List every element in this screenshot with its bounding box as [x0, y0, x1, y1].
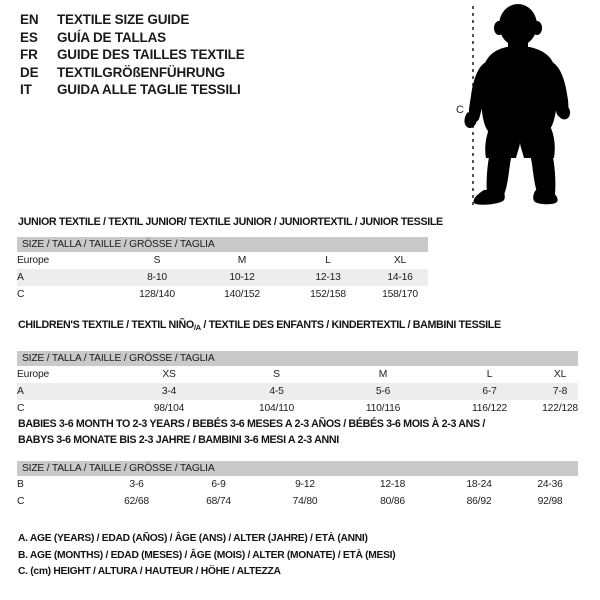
children-column-header-row: Europe XS S M L XL: [17, 366, 579, 383]
babies-row-b-value-4: 18-24: [436, 476, 522, 493]
legend-line-b: B. AGE (MONTHS) / EDAD (MESES) / ÂGE (MO…: [18, 549, 396, 561]
junior-row-a-value-1: 10-12: [200, 269, 284, 286]
children-heading-sub: /A: [193, 322, 201, 332]
children-row-a-value-2: 5-6: [329, 383, 437, 400]
height-measure-label: C: [456, 104, 464, 116]
language-code-de: DE: [20, 64, 39, 80]
babies-row-b-value-1: 6-9: [176, 476, 261, 493]
children-row-c-value-2: 110/116: [329, 400, 437, 417]
children-row-a-value-0: 3-4: [114, 383, 224, 400]
language-row-es: ES GUÍA DE TALLAS: [20, 30, 420, 48]
junior-row-a-value-0: 8-10: [114, 269, 200, 286]
children-band-row: SIZE / TALLA / TAILLE / GRÖSSE / TAGLIA: [17, 351, 579, 366]
language-code-en: EN: [20, 12, 39, 27]
language-title-block: EN TEXTILE SIZE GUIDE ES GUÍA DE TALLAS …: [20, 12, 420, 100]
junior-col-xl: XL: [372, 252, 428, 269]
children-col-s: S: [224, 366, 329, 383]
babies-row-c-value-2: 74/80: [261, 493, 349, 510]
children-row-c-value-3: 116/122: [437, 400, 542, 417]
babies-row-c: C 62/68 68/74 74/80 80/86 86/92 92/98: [17, 493, 579, 510]
children-region-label: Europe: [17, 366, 114, 383]
babies-section-heading-line2: BABYS 3-6 MONATE BIS 2-3 JAHRE / BAMBINI…: [18, 434, 339, 446]
children-col-l: L: [437, 366, 542, 383]
junior-size-table: SIZE / TALLA / TAILLE / GRÖSSE / TAGLIA …: [17, 237, 428, 303]
junior-col-s: S: [114, 252, 200, 269]
language-row-de: DE TEXTILGRÖßENFÜHRUNG: [20, 65, 420, 83]
junior-band-row: SIZE / TALLA / TAILLE / GRÖSSE / TAGLIA: [17, 237, 428, 252]
legend-block: A. AGE (YEARS) / EDAD (AÑOS) / ÂGE (ANS)…: [18, 531, 518, 581]
children-row-a-value-4: 7-8: [542, 383, 579, 400]
junior-row-a: A 8-10 10-12 12-13 14-16: [17, 269, 428, 286]
babies-row-c-value-3: 80/86: [349, 493, 436, 510]
babies-row-b-value-5: 24-36: [522, 476, 579, 493]
junior-row-c-value-1: 140/152: [200, 286, 284, 303]
junior-section-heading: JUNIOR TEXTILE / TEXTIL JUNIOR/ TEXTILE …: [18, 216, 443, 228]
children-row-c-label: C: [17, 400, 114, 417]
babies-row-c-label: C: [17, 493, 97, 510]
language-title-de: TEXTILGRÖßENFÜHRUNG: [57, 64, 225, 80]
babies-row-c-value-4: 86/92: [436, 493, 522, 510]
junior-row-c: C 128/140 140/152 152/158 158/170: [17, 286, 428, 303]
legend-line-c: C. (cm) HEIGHT / ALTURA / HAUTEUR / HÖHE…: [18, 566, 281, 577]
babies-size-table: SIZE / TALLA / TAILLE / GRÖSSE / TAGLIA …: [17, 461, 579, 510]
junior-row-c-value-3: 158/170: [372, 286, 428, 303]
legend-line-a: A. AGE (YEARS) / EDAD (AÑOS) / ÂGE (ANS)…: [18, 533, 368, 544]
junior-band-label: SIZE / TALLA / TAILLE / GRÖSSE / TAGLIA: [17, 237, 428, 252]
babies-row-b-value-2: 9-12: [261, 476, 349, 493]
children-row-c-value-4: 122/128: [542, 400, 578, 417]
junior-column-header-row: Europe S M L XL: [17, 252, 428, 269]
children-col-m: M: [329, 366, 437, 383]
babies-row-c-value-1: 68/74: [176, 493, 261, 510]
children-heading-post: / TEXTILE DES ENFANTS / KINDERTEXTIL / B…: [200, 319, 501, 331]
children-col-xs: XS: [114, 366, 224, 383]
children-row-a-label: A: [17, 383, 114, 400]
junior-row-a-value-3: 14-16: [372, 269, 428, 286]
babies-row-b-value-0: 3-6: [97, 476, 176, 493]
babies-band-row: SIZE / TALLA / TAILLE / GRÖSSE / TAGLIA: [17, 461, 579, 476]
children-row-c-value-0: 98/104: [114, 400, 224, 417]
junior-col-l: L: [284, 252, 372, 269]
children-size-table: SIZE / TALLA / TAILLE / GRÖSSE / TAGLIA …: [17, 351, 578, 417]
children-row-a-value-1: 4-5: [224, 383, 329, 400]
babies-row-c-value-5: 92/98: [522, 493, 579, 510]
language-title-en: TEXTILE SIZE GUIDE: [57, 12, 190, 27]
children-col-xl: XL: [542, 366, 579, 383]
toddler-silhouette-shape: [464, 4, 571, 205]
measurement-figure: C: [440, 0, 600, 212]
children-row-c: C 98/104 104/110 110/116 116/122 122/128: [17, 400, 578, 417]
children-heading-pre: CHILDREN'S TEXTILE / TEXTIL NIÑO: [18, 319, 194, 331]
children-row-a: A 3-4 4-5 5-6 6-7 7-8: [17, 383, 579, 400]
children-section-heading: CHILDREN'S TEXTILE / TEXTIL NIÑO/A / TEX…: [18, 319, 501, 332]
toddler-silhouette-icon: [464, 4, 571, 206]
children-row-c-value-1: 104/110: [224, 400, 329, 417]
babies-row-c-value-0: 62/68: [97, 493, 176, 510]
junior-row-c-label: C: [17, 286, 114, 303]
language-row-en: EN TEXTILE SIZE GUIDE: [20, 12, 420, 30]
junior-row-a-value-2: 12-13: [284, 269, 372, 286]
babies-section-heading-line1: BABIES 3-6 MONTH TO 2-3 YEARS / BEBÉS 3-…: [18, 418, 486, 430]
language-title-fr: GUIDE DES TAILLES TEXTILE: [57, 47, 245, 62]
babies-row-b: B 3-6 6-9 9-12 12-18 18-24 24-36: [17, 476, 579, 493]
children-row-a-value-3: 6-7: [437, 383, 542, 400]
language-code-es: ES: [20, 29, 38, 45]
babies-band-label: SIZE / TALLA / TAILLE / GRÖSSE / TAGLIA: [17, 461, 579, 476]
language-title-es: GUÍA DE TALLAS: [57, 29, 166, 45]
junior-row-c-value-2: 152/158: [284, 286, 372, 303]
language-code-it: IT: [20, 82, 32, 97]
junior-row-a-label: A: [17, 269, 114, 286]
children-band-label: SIZE / TALLA / TAILLE / GRÖSSE / TAGLIA: [17, 351, 579, 366]
junior-col-m: M: [200, 252, 284, 269]
babies-row-b-value-3: 12-18: [349, 476, 436, 493]
babies-row-b-label: B: [17, 476, 97, 493]
junior-region-label: Europe: [17, 252, 114, 269]
language-code-fr: FR: [20, 47, 38, 62]
language-title-it: GUIDA ALLE TAGLIE TESSILI: [57, 82, 241, 97]
language-row-fr: FR GUIDE DES TAILLES TEXTILE: [20, 47, 420, 65]
junior-row-c-value-0: 128/140: [114, 286, 200, 303]
language-row-it: IT GUIDA ALLE TAGLIE TESSILI: [20, 82, 420, 100]
